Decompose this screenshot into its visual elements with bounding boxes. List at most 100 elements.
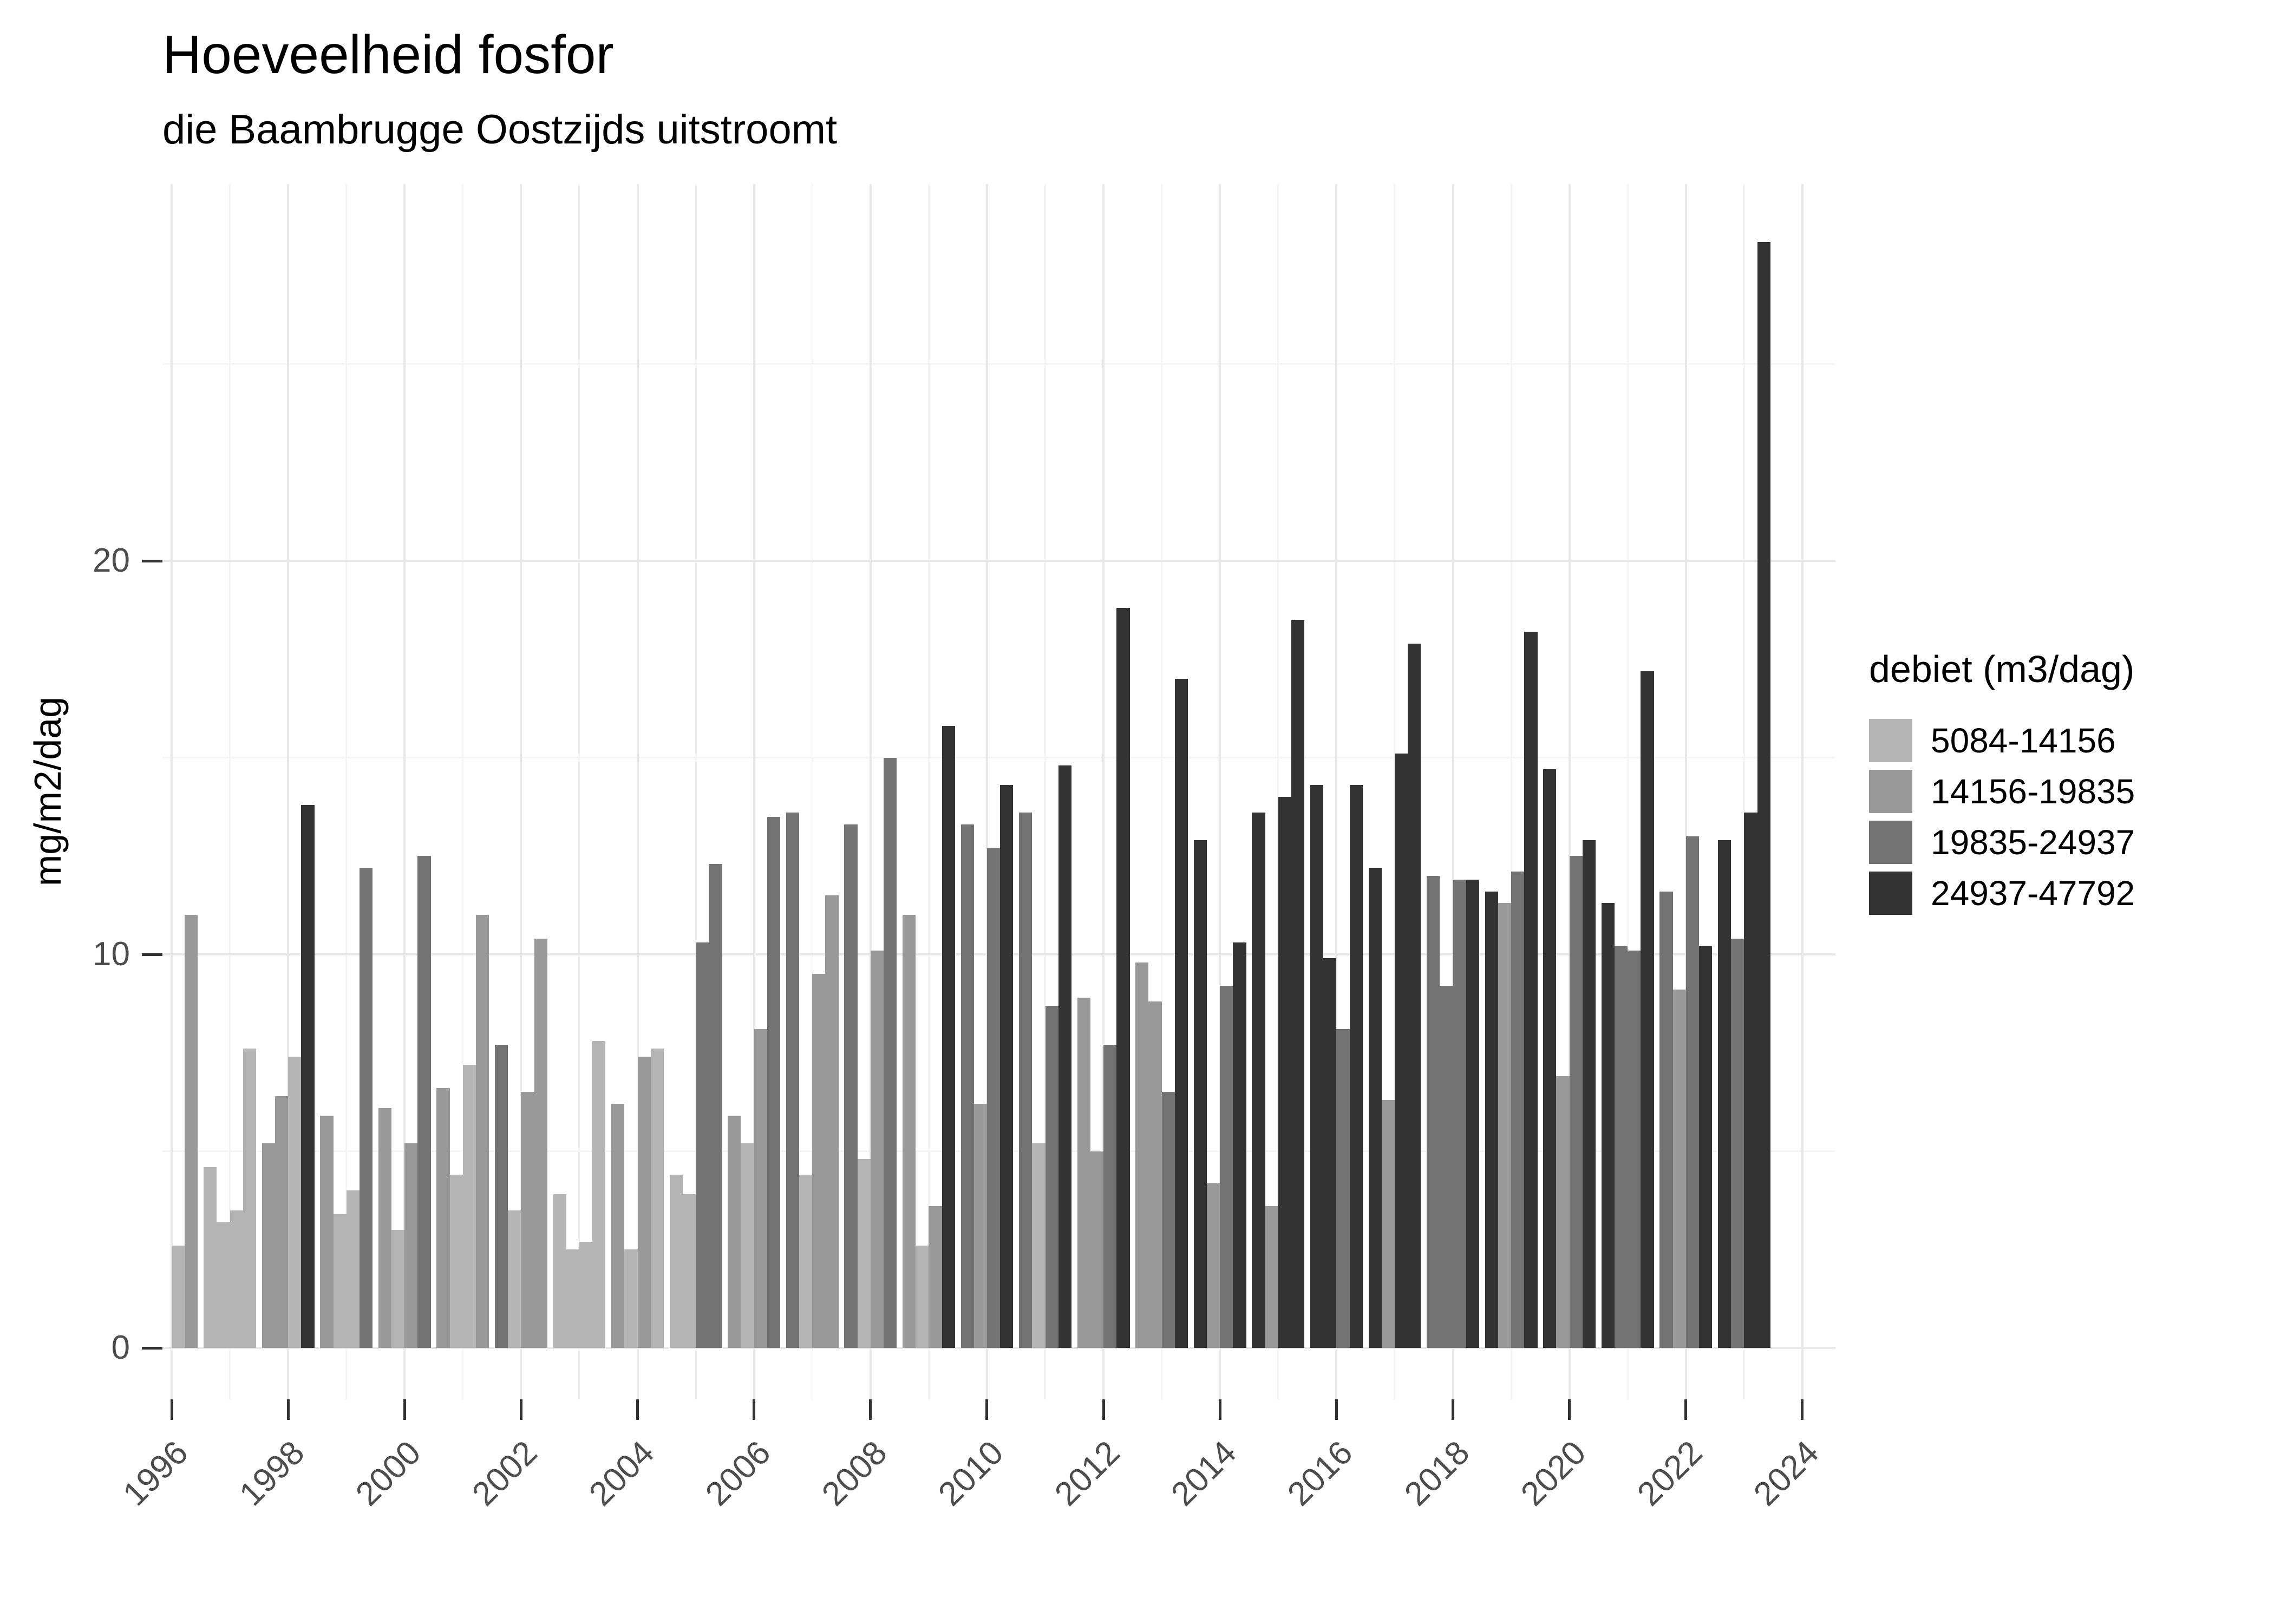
bar-1998-Q1 bbox=[262, 1143, 275, 1348]
bar-2003-Q4 bbox=[592, 1040, 606, 1348]
bar-2002-Q1 bbox=[495, 1045, 508, 1348]
x-minor-gridline bbox=[345, 184, 348, 1399]
bar-2015-Q1 bbox=[1252, 813, 1265, 1348]
bar-2008-Q1 bbox=[844, 824, 858, 1348]
bar-2016-Q3 bbox=[1336, 1029, 1350, 1348]
y-major-gridline bbox=[162, 1347, 1835, 1349]
bar-2009-Q2 bbox=[916, 1245, 929, 1348]
bar-2001-Q1 bbox=[436, 1088, 450, 1348]
bar-2023-Q1 bbox=[1717, 840, 1731, 1348]
bar-1999-Q2 bbox=[333, 1214, 347, 1348]
x-major-gridline bbox=[1335, 184, 1338, 1399]
bar-2000-Q2 bbox=[391, 1229, 405, 1348]
bar-2012-Q2 bbox=[1090, 1151, 1104, 1348]
bar-2021-Q2 bbox=[1615, 946, 1628, 1348]
bar-2015-Q2 bbox=[1265, 1206, 1278, 1348]
bar-2009-Q4 bbox=[942, 726, 955, 1348]
bar-2021-Q4 bbox=[1641, 671, 1654, 1348]
bar-2019-Q4 bbox=[1524, 631, 1538, 1348]
legend-item: 19835-24937 bbox=[1869, 821, 2135, 864]
y-tick-mark bbox=[142, 953, 162, 956]
x-minor-gridline bbox=[1510, 184, 1512, 1399]
bar-2009-Q3 bbox=[929, 1206, 942, 1348]
bar-2001-Q3 bbox=[462, 1064, 476, 1348]
bar-2013-Q4 bbox=[1174, 679, 1188, 1348]
bar-2006-Q2 bbox=[741, 1143, 754, 1348]
bar-1998-Q3 bbox=[288, 1057, 302, 1348]
x-minor-gridline bbox=[1626, 184, 1629, 1399]
bar-2020-Q3 bbox=[1569, 856, 1583, 1348]
legend-item-label: 14156-19835 bbox=[1931, 772, 2135, 811]
bar-2018-Q1 bbox=[1427, 875, 1440, 1348]
x-major-gridline bbox=[1801, 184, 1803, 1399]
chart-subtitle: die Baambrugge Oostzijds uitstroomt bbox=[162, 107, 838, 153]
x-major-gridline bbox=[1219, 184, 1221, 1399]
bar-1999-Q1 bbox=[320, 1116, 334, 1348]
legend-item-label: 24937-47792 bbox=[1931, 874, 2135, 913]
bar-2023-Q2 bbox=[1731, 938, 1744, 1348]
legend-swatch bbox=[1869, 872, 1912, 915]
bar-2010-Q1 bbox=[960, 824, 974, 1348]
bar-2007-Q1 bbox=[786, 813, 800, 1348]
x-tick-mark bbox=[1801, 1399, 1804, 1420]
bar-2012-Q1 bbox=[1077, 997, 1090, 1348]
legend-item: 5084-14156 bbox=[1869, 719, 2135, 762]
bar-2000-Q1 bbox=[378, 1108, 392, 1348]
bar-1999-Q4 bbox=[359, 868, 373, 1348]
bar-1998-Q2 bbox=[275, 1096, 289, 1348]
x-minor-gridline bbox=[1044, 184, 1047, 1399]
x-tick-mark bbox=[1335, 1399, 1338, 1420]
legend-item-label: 19835-24937 bbox=[1931, 823, 2135, 862]
bar-2005-Q2 bbox=[682, 1194, 696, 1348]
x-minor-gridline bbox=[462, 184, 464, 1399]
x-tick-mark bbox=[286, 1399, 290, 1420]
y-tick-label: 0 bbox=[111, 1329, 130, 1366]
bar-2006-Q4 bbox=[767, 816, 781, 1348]
bar-1997-Q2 bbox=[217, 1222, 230, 1348]
y-tick-label: 10 bbox=[93, 935, 130, 973]
bar-2012-Q3 bbox=[1103, 1045, 1117, 1348]
bar-2017-Q4 bbox=[1408, 643, 1421, 1348]
bar-2002-Q2 bbox=[508, 1210, 521, 1348]
bar-2016-Q1 bbox=[1310, 785, 1324, 1348]
bar-2014-Q3 bbox=[1220, 986, 1233, 1348]
x-tick-mark bbox=[519, 1399, 522, 1420]
x-tick-mark bbox=[1684, 1399, 1688, 1420]
bar-2023-Q4 bbox=[1757, 242, 1770, 1348]
legend-item-label: 5084-14156 bbox=[1931, 721, 2116, 760]
bar-1997-Q3 bbox=[230, 1210, 243, 1348]
bar-2021-Q1 bbox=[1601, 903, 1615, 1348]
bar-2020-Q2 bbox=[1556, 1076, 1570, 1348]
bar-2008-Q3 bbox=[870, 950, 884, 1348]
bar-2020-Q1 bbox=[1543, 769, 1557, 1348]
y-tick-mark bbox=[142, 559, 162, 562]
legend-swatch bbox=[1869, 770, 1912, 813]
y-axis-title: mg/m2/dag bbox=[27, 696, 69, 887]
bar-1997-Q4 bbox=[243, 1049, 256, 1348]
x-tick-mark bbox=[1218, 1399, 1221, 1420]
bar-2000-Q4 bbox=[417, 856, 431, 1348]
bar-2019-Q2 bbox=[1498, 903, 1512, 1348]
bar-2016-Q4 bbox=[1349, 785, 1363, 1348]
bar-2011-Q1 bbox=[1019, 813, 1033, 1348]
bar-1997-Q1 bbox=[204, 1167, 217, 1348]
bar-2005-Q4 bbox=[709, 863, 722, 1348]
bar-2002-Q3 bbox=[521, 1092, 534, 1348]
bar-2010-Q2 bbox=[973, 1104, 987, 1348]
bar-2015-Q3 bbox=[1278, 797, 1292, 1348]
bar-2023-Q3 bbox=[1744, 813, 1757, 1348]
x-major-gridline bbox=[636, 184, 639, 1399]
x-major-gridline bbox=[1452, 184, 1454, 1399]
bar-2011-Q2 bbox=[1032, 1143, 1045, 1348]
bar-2011-Q3 bbox=[1045, 1005, 1058, 1348]
bar-2004-Q1 bbox=[611, 1104, 625, 1348]
x-major-gridline bbox=[869, 184, 872, 1399]
bar-2017-Q3 bbox=[1394, 754, 1408, 1348]
y-minor-gridline bbox=[162, 757, 1835, 758]
bar-2013-Q1 bbox=[1135, 962, 1149, 1348]
bar-2008-Q4 bbox=[884, 757, 897, 1348]
bar-2014-Q1 bbox=[1193, 840, 1207, 1348]
x-tick-mark bbox=[753, 1399, 756, 1420]
bar-2000-Q3 bbox=[404, 1143, 418, 1348]
